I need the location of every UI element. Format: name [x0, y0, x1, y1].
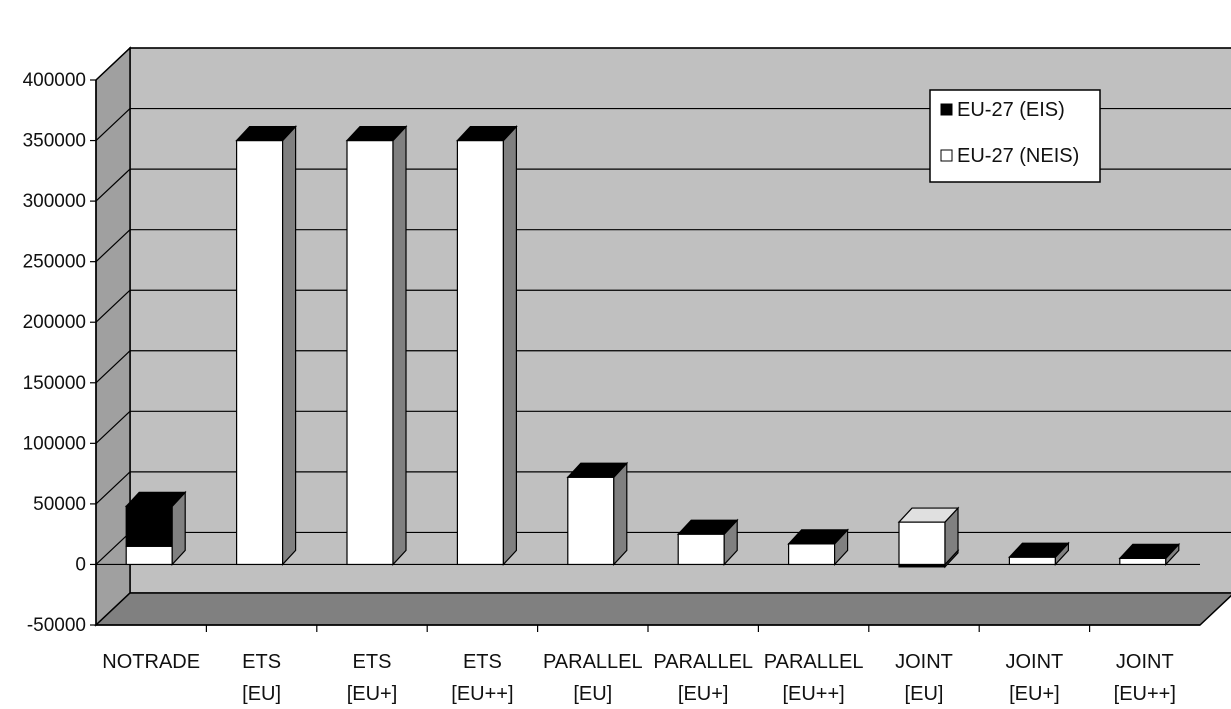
bar-eis-0-front: [125, 505, 173, 547]
x-category-label: [EU++]: [782, 683, 844, 705]
bar-neis-1-side: [282, 125, 297, 566]
x-category-label: [EU]: [573, 683, 612, 705]
x-category-label: JOINT: [895, 651, 953, 673]
legend-swatch-neis: [940, 149, 953, 162]
x-category-label: [EU+]: [1009, 683, 1060, 705]
y-tick-label: 0: [75, 554, 86, 575]
y-tick-label: 400000: [23, 70, 86, 91]
bar-neis-5-top: [676, 519, 739, 535]
gridline: [95, 350, 1231, 384]
x-category-label: [EU]: [905, 683, 944, 705]
gridline: [95, 107, 1231, 141]
x-category-label: PARALLEL: [764, 651, 864, 673]
legend: EU-27 (EIS) EU-27 (NEIS): [929, 89, 1101, 183]
x-category-label: ETS: [463, 651, 502, 673]
gridline: [95, 168, 1231, 202]
y-axis-tick-labels: 400000 350000 300000 250000 200000 150000 1000…: [23, 70, 96, 636]
bar-neis-4-top: [566, 462, 629, 478]
bar-neis-2-side: [392, 125, 407, 566]
bar-neis-6-front: [787, 543, 836, 566]
side-wall: [95, 46, 131, 627]
bar-neis-1-top: [235, 125, 297, 142]
x-category-label: JOINT: [1006, 651, 1064, 673]
gridline: [95, 471, 1231, 505]
bar-neis-7-front: [898, 521, 946, 566]
gridline: [95, 229, 1231, 263]
bar-neis-5-front: [677, 533, 725, 566]
bar-0-top: [124, 491, 187, 507]
bar-neis-2-top: [345, 125, 408, 142]
bar-neis-3-front: [456, 139, 504, 566]
x-category-label: [EU+]: [678, 683, 729, 705]
bar-neis-3-side: [502, 125, 518, 566]
x-category-label: PARALLEL: [653, 651, 753, 673]
legend-label-eis: EU-27 (EIS): [957, 99, 1065, 121]
bar-neis-1-front: [236, 139, 284, 566]
y-tick-label: 250000: [23, 252, 86, 273]
x-category-label: PARALLEL: [543, 651, 643, 673]
bar-neis-3-top: [456, 125, 518, 142]
x-category-label: ETS: [353, 651, 392, 673]
bar-neis-4-front: [567, 476, 615, 566]
bar-neis-2-front: [346, 139, 394, 566]
bar-neis-8-top: [1008, 542, 1070, 558]
x-category-label: NOTRADE: [102, 651, 200, 673]
y-tick-label: 350000: [23, 131, 86, 152]
x-category-label: ETS: [242, 651, 281, 673]
y-tick-label: 150000: [23, 373, 86, 394]
gridline: [95, 47, 1231, 81]
bar-neis-4-side: [613, 461, 628, 566]
y-tick-label: 100000: [23, 433, 86, 454]
gridline: [95, 289, 1231, 323]
gridline: [95, 410, 1231, 444]
x-category-label: [EU]: [242, 683, 281, 705]
x-category-label: [EU++]: [1114, 683, 1176, 705]
bar-neis-9-front: [1119, 557, 1167, 566]
x-category-label: [EU++]: [451, 683, 513, 705]
x-category-label: [EU+]: [347, 683, 398, 705]
y-tick-label: 200000: [23, 312, 86, 333]
gridlines: [95, 47, 1231, 565]
y-tick-label: 300000: [23, 191, 86, 212]
bar-neis-0-front: [125, 545, 173, 566]
bar-neis-9-top: [1118, 543, 1181, 559]
x-category-label: JOINT: [1116, 651, 1174, 673]
y-tick-label: 50000: [33, 494, 86, 515]
bar-neis-8-front: [1008, 556, 1057, 566]
bars: [124, 125, 1181, 632]
y-tick-label: -50000: [27, 615, 86, 636]
x-axis-category-labels: NOTRADE ETS [EU] ETS [EU+] ETS [EU++] PARALLEL […: [102, 651, 1176, 705]
legend-label-neis: EU-27 (NEIS): [957, 145, 1079, 167]
legend-swatch-eis: [940, 103, 953, 116]
floor: [94, 592, 1231, 626]
bar-neis-7-top: [897, 507, 960, 523]
legend-box: [929, 89, 1101, 183]
bar-neis-6-top: [787, 529, 849, 545]
